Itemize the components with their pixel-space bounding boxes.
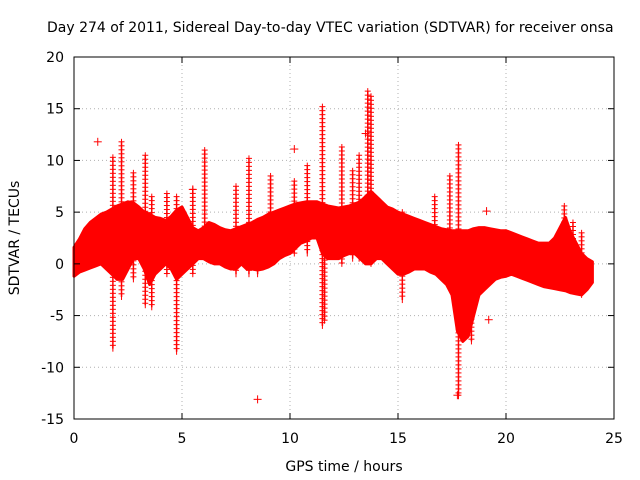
- data-spike: [399, 209, 406, 304]
- x-tick-label: 15: [389, 431, 407, 447]
- data-spike: [364, 88, 371, 262]
- data-point: [482, 207, 491, 216]
- data-spike: [446, 172, 453, 278]
- plot-frame: [73, 56, 615, 420]
- data-spike: [245, 155, 252, 278]
- x-axis-label: GPS time / hours: [285, 459, 402, 475]
- x-tick-label: 0: [70, 431, 79, 447]
- x-tick-label: 5: [178, 431, 187, 447]
- y-axis-label: SDTVAR / TECUs: [7, 181, 23, 296]
- data-spike: [304, 162, 311, 257]
- data-spike: [468, 240, 475, 345]
- data-spike: [130, 169, 137, 283]
- data-spike: [349, 167, 356, 262]
- data-point: [188, 185, 197, 194]
- y-tick-label: 20: [46, 50, 64, 66]
- data-point: [93, 137, 102, 146]
- data-spike: [338, 143, 345, 267]
- data-spike: [148, 193, 155, 311]
- data-point: [453, 391, 462, 400]
- y-tick-label: 0: [55, 257, 64, 273]
- x-tick-label: 25: [605, 431, 623, 447]
- axes: 0 5 10 15 20 25 -15 -10 -5 0 5 10 15 20: [41, 50, 623, 447]
- data-spike: [233, 183, 239, 278]
- data-point: [361, 129, 370, 138]
- data-spike: [356, 152, 363, 262]
- data-spike: [254, 219, 261, 278]
- y-tick-label: -15: [41, 412, 64, 428]
- data-spike: [321, 209, 328, 324]
- data-spike: [142, 152, 149, 309]
- data-spike: [173, 193, 180, 355]
- data-spike: [455, 141, 462, 400]
- y-tick-label: -5: [50, 309, 64, 325]
- data-spike: [561, 202, 568, 288]
- data-spike: [201, 147, 208, 257]
- data-spike: [569, 219, 576, 293]
- data-point: [290, 145, 299, 154]
- data-point: [484, 315, 493, 324]
- data-spike: [368, 93, 374, 267]
- x-tick-label: 10: [281, 431, 299, 447]
- data-spike: [109, 154, 116, 352]
- data-spike: [118, 138, 125, 300]
- y-tick-label: 15: [46, 102, 64, 118]
- y-tick-label: 5: [55, 205, 64, 221]
- data-spike: [431, 193, 438, 267]
- data-layer: [72, 88, 594, 404]
- y-tick-label: -10: [41, 360, 64, 376]
- y-tick-label: 10: [46, 153, 64, 169]
- chart-title: Day 274 of 2011, Sidereal Day-to-day VTE…: [47, 20, 614, 36]
- x-tick-label: 20: [497, 431, 515, 447]
- data-spike: [291, 178, 298, 257]
- data-spike: [163, 190, 170, 278]
- data-spike: [578, 229, 585, 298]
- data-point: [253, 395, 262, 404]
- data-spike: [267, 172, 274, 267]
